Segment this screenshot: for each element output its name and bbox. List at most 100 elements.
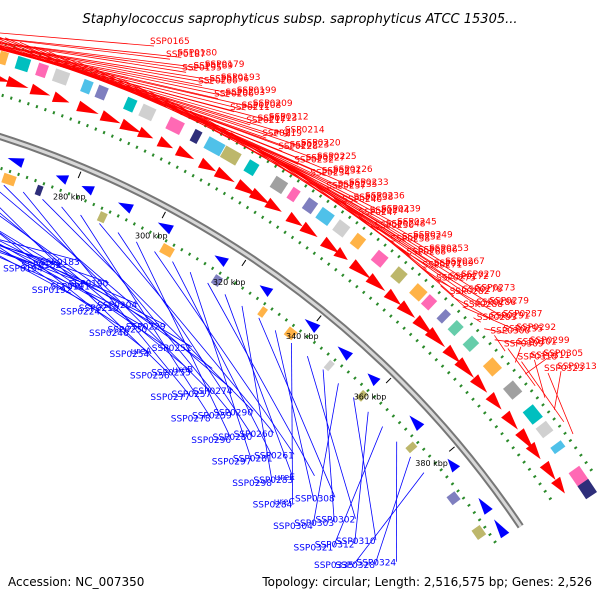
forward-gene-label[interactable]: SSP0212 bbox=[269, 112, 309, 122]
forward-gene-label[interactable]: SSP0258 bbox=[390, 234, 430, 244]
forward-gene-label[interactable]: SSP0323 bbox=[544, 364, 584, 374]
reverse-gene-label[interactable]: SSP0304 bbox=[273, 522, 313, 532]
forward-gene-label[interactable]: SSP0209 bbox=[253, 99, 293, 109]
forward-gene-label[interactable]: SSP0252 bbox=[402, 233, 442, 243]
forward-gene-label[interactable]: SSP0295 bbox=[503, 325, 543, 335]
forward-gene-label[interactable]: SSP0248 bbox=[386, 219, 426, 229]
reverse-gene-label[interactable]: SSP0280 bbox=[213, 433, 253, 443]
reverse-gene-label[interactable]: SSP0191 bbox=[50, 283, 90, 293]
reverse-gene-label[interactable]: SSP0308 bbox=[295, 494, 335, 504]
forward-gene-label[interactable]: SSP0189 bbox=[193, 62, 233, 72]
forward-gene-label[interactable]: SSP0292 bbox=[516, 323, 556, 333]
reverse-gene-label[interactable]: ureA bbox=[131, 347, 153, 357]
reverse-gene-label[interactable]: SSP0274 bbox=[193, 387, 233, 397]
reverse-gene-label[interactable]: SSP0283 bbox=[253, 476, 293, 486]
forward-gene-label[interactable]: SSP0187 bbox=[166, 50, 206, 60]
reverse-gene-label[interactable]: SSP0324 bbox=[356, 559, 396, 569]
reverse-gene-label[interactable]: SSP0260 bbox=[234, 430, 274, 440]
reverse-gene-label[interactable]: SSP0312 bbox=[315, 540, 355, 550]
forward-gene-label[interactable]: SSP0272 bbox=[449, 272, 489, 282]
reverse-gene-label[interactable]: SSP0254 bbox=[110, 350, 150, 360]
forward-gene-label[interactable]: SSP0287 bbox=[503, 310, 543, 320]
forward-gene-label[interactable]: SSP0239 bbox=[381, 204, 421, 214]
reverse-gene-label[interactable]: ureE bbox=[275, 473, 296, 483]
forward-gene-label[interactable]: SSP0203 bbox=[225, 88, 265, 98]
reverse-gene-label[interactable]: SSP0296 bbox=[191, 436, 231, 446]
forward-gene-label[interactable]: SSP0244 bbox=[370, 206, 410, 216]
reverse-gene-label[interactable]: SSP0194 bbox=[3, 264, 43, 274]
forward-gene-label[interactable]: SSP0240 bbox=[342, 195, 382, 205]
forward-gene-label[interactable]: SSP0275 bbox=[436, 274, 476, 284]
forward-gene-label[interactable]: SSP0206 bbox=[214, 90, 254, 100]
forward-gene-label[interactable]: SSP0288 bbox=[463, 300, 503, 310]
forward-gene-label[interactable]: SSP0232 bbox=[294, 155, 334, 165]
forward-gene-label[interactable]: SSP0268 bbox=[406, 247, 446, 257]
forward-gene-label[interactable]: SSP0220 bbox=[301, 139, 341, 149]
forward-gene-label[interactable]: SSP0165 bbox=[150, 37, 190, 47]
forward-gene-label[interactable]: SSP0269 bbox=[434, 259, 474, 269]
forward-gene-label[interactable]: SSP0227 bbox=[306, 154, 346, 164]
forward-gene-label[interactable]: SSP0291 bbox=[490, 311, 530, 321]
forward-gene-label[interactable]: SSP0208 bbox=[242, 101, 282, 111]
forward-gene-label[interactable]: SSP0213 bbox=[258, 114, 298, 124]
forward-gene-label[interactable]: SSP0253 bbox=[429, 244, 469, 254]
reverse-gene-label[interactable]: SSP0259 bbox=[192, 412, 232, 422]
reverse-gene-label[interactable]: SSP0303 bbox=[294, 519, 334, 529]
reverse-gene-label[interactable]: SSP0302 bbox=[316, 516, 356, 526]
reverse-gene-label[interactable]: ureB bbox=[172, 365, 193, 375]
reverse-gene-label[interactable]: SSP0335 bbox=[314, 561, 354, 571]
reverse-gene-label[interactable]: ureC bbox=[274, 497, 295, 507]
forward-gene-label[interactable]: SSP0219 bbox=[262, 129, 302, 139]
forward-gene-label[interactable]: SSP0245 bbox=[397, 218, 437, 228]
forward-gene-label[interactable]: SSP0293 bbox=[477, 313, 517, 323]
forward-gene-label[interactable]: SSP0223 bbox=[290, 140, 330, 150]
forward-gene-label[interactable]: SSP0225 bbox=[317, 152, 357, 162]
forward-gene-label[interactable]: SSP0301 bbox=[517, 338, 557, 348]
forward-gene-label[interactable]: SSP0266 bbox=[418, 246, 458, 256]
forward-gene-label[interactable]: SSP0279 bbox=[489, 297, 529, 307]
reverse-gene-label[interactable]: SSP0298 bbox=[232, 479, 272, 489]
reverse-gene-label[interactable]: SSP0290 bbox=[213, 408, 253, 418]
forward-gene-label[interactable]: SSP0300 bbox=[490, 326, 530, 336]
reverse-gene-label[interactable]: SSP0182 bbox=[22, 261, 62, 271]
reverse-gene-label[interactable]: SSP0278 bbox=[171, 415, 211, 425]
forward-gene-label[interactable]: SSP0211 bbox=[230, 103, 270, 113]
reverse-gene-label[interactable]: SSP0277 bbox=[150, 393, 190, 403]
reverse-gene-label[interactable]: SSP0284 bbox=[253, 501, 293, 511]
forward-gene-label[interactable]: SSP0276 bbox=[463, 285, 503, 295]
forward-gene-label[interactable]: SSP0318 bbox=[518, 353, 558, 363]
forward-gene-label[interactable]: SSP0305 bbox=[543, 349, 583, 359]
forward-gene-label[interactable]: SSP0247 bbox=[358, 208, 398, 218]
forward-gene-label[interactable]: SSP0267 bbox=[445, 257, 485, 267]
forward-gene-label[interactable]: SSP0309 bbox=[504, 340, 544, 350]
forward-gene-label[interactable]: SSP0237 bbox=[326, 182, 366, 192]
forward-gene-label[interactable]: SSP0200 bbox=[198, 77, 238, 87]
forward-gene-label[interactable]: SSP0282 bbox=[450, 287, 490, 297]
forward-gene-label[interactable]: SSP0231 bbox=[322, 167, 362, 177]
forward-gene-label[interactable]: SSP0299 bbox=[530, 336, 570, 346]
reverse-gene-label[interactable]: SSP0321 bbox=[294, 544, 334, 554]
reverse-gene-label[interactable]: SSP0224 bbox=[60, 307, 100, 317]
forward-gene-label[interactable]: SSP0235 bbox=[338, 180, 378, 190]
forward-gene-label[interactable]: SSP0196 bbox=[209, 75, 249, 85]
forward-gene-label[interactable]: SSP0271 bbox=[423, 261, 463, 271]
forward-gene-label[interactable]: SSP0234 bbox=[310, 169, 350, 179]
forward-gene-label[interactable]: SSP0238 bbox=[354, 193, 394, 203]
forward-gene-label[interactable]: SSP0236 bbox=[365, 191, 405, 201]
forward-gene-label[interactable]: SSP0286 bbox=[476, 298, 516, 308]
reverse-gene-label[interactable]: SSP0310 bbox=[336, 537, 376, 547]
forward-gene-label[interactable]: SSP0180 bbox=[177, 48, 217, 58]
forward-gene-label[interactable]: SSP0228 bbox=[278, 142, 318, 152]
forward-gene-label[interactable]: SSP0195 bbox=[182, 63, 222, 73]
reverse-gene-label[interactable]: SSP0256 bbox=[130, 372, 170, 382]
reverse-gene-label[interactable]: SSP0246 bbox=[89, 329, 129, 339]
forward-gene-label[interactable]: SSP0311 bbox=[530, 351, 570, 361]
reverse-gene-label[interactable]: SSP0261 bbox=[254, 451, 294, 461]
forward-gene-label[interactable]: SSP0214 bbox=[285, 126, 325, 136]
forward-gene-label[interactable]: SSP0179 bbox=[205, 60, 245, 70]
reverse-gene-label[interactable]: SSP0255 bbox=[151, 369, 191, 379]
forward-gene-label[interactable]: SSP0217 bbox=[246, 116, 286, 126]
reverse-gene-label[interactable]: SSP0281 bbox=[233, 455, 273, 465]
reverse-gene-label[interactable]: SSP0192 bbox=[32, 286, 72, 296]
forward-gene-label[interactable]: SSP0249 bbox=[413, 231, 453, 241]
